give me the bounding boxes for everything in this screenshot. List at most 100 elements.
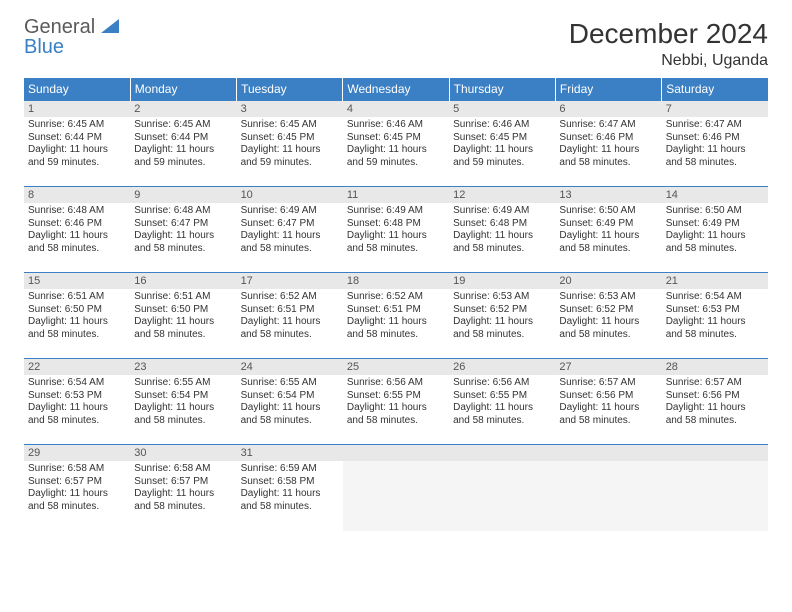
calendar-day-cell: 22Sunrise: 6:54 AMSunset: 6:53 PMDayligh… (24, 359, 130, 445)
day-info: Sunrise: 6:55 AMSunset: 6:54 PMDaylight:… (130, 375, 236, 431)
day-header: Monday (130, 78, 236, 101)
day-info: Sunrise: 6:51 AMSunset: 6:50 PMDaylight:… (24, 289, 130, 345)
day-number: 23 (130, 359, 236, 375)
calendar-week-row: 8Sunrise: 6:48 AMSunset: 6:46 PMDaylight… (24, 187, 768, 273)
day-number: 8 (24, 187, 130, 203)
day-number-empty (662, 445, 768, 461)
day-info: Sunrise: 6:58 AMSunset: 6:57 PMDaylight:… (24, 461, 130, 517)
day-number: 1 (24, 101, 130, 117)
day-header: Thursday (449, 78, 555, 101)
day-number: 3 (237, 101, 343, 117)
day-number: 7 (662, 101, 768, 117)
calendar-day-cell: 18Sunrise: 6:52 AMSunset: 6:51 PMDayligh… (343, 273, 449, 359)
day-info: Sunrise: 6:57 AMSunset: 6:56 PMDaylight:… (662, 375, 768, 431)
day-info: Sunrise: 6:59 AMSunset: 6:58 PMDaylight:… (237, 461, 343, 517)
day-info: Sunrise: 6:56 AMSunset: 6:55 PMDaylight:… (449, 375, 555, 431)
calendar-table: SundayMondayTuesdayWednesdayThursdayFrid… (24, 78, 768, 531)
location-label: Nebbi, Uganda (569, 52, 768, 70)
calendar-day-cell: 16Sunrise: 6:51 AMSunset: 6:50 PMDayligh… (130, 273, 236, 359)
calendar-day-cell: 12Sunrise: 6:49 AMSunset: 6:48 PMDayligh… (449, 187, 555, 273)
day-number: 25 (343, 359, 449, 375)
day-info: Sunrise: 6:50 AMSunset: 6:49 PMDaylight:… (555, 203, 661, 259)
day-number: 29 (24, 445, 130, 461)
day-info: Sunrise: 6:57 AMSunset: 6:56 PMDaylight:… (555, 375, 661, 431)
calendar-day-cell: 9Sunrise: 6:48 AMSunset: 6:47 PMDaylight… (130, 187, 236, 273)
day-header-row: SundayMondayTuesdayWednesdayThursdayFrid… (24, 78, 768, 101)
day-info: Sunrise: 6:54 AMSunset: 6:53 PMDaylight:… (24, 375, 130, 431)
day-number: 9 (130, 187, 236, 203)
day-number: 31 (237, 445, 343, 461)
day-info: Sunrise: 6:52 AMSunset: 6:51 PMDaylight:… (343, 289, 449, 345)
day-header: Wednesday (343, 78, 449, 101)
day-number: 19 (449, 273, 555, 289)
calendar-day-cell: 17Sunrise: 6:52 AMSunset: 6:51 PMDayligh… (237, 273, 343, 359)
calendar-day-cell: 5Sunrise: 6:46 AMSunset: 6:45 PMDaylight… (449, 101, 555, 187)
day-info: Sunrise: 6:46 AMSunset: 6:45 PMDaylight:… (449, 117, 555, 173)
calendar-day-cell: 15Sunrise: 6:51 AMSunset: 6:50 PMDayligh… (24, 273, 130, 359)
day-number: 5 (449, 101, 555, 117)
day-number-empty (449, 445, 555, 461)
day-info: Sunrise: 6:47 AMSunset: 6:46 PMDaylight:… (662, 117, 768, 173)
calendar-day-cell: 23Sunrise: 6:55 AMSunset: 6:54 PMDayligh… (130, 359, 236, 445)
day-number: 26 (449, 359, 555, 375)
calendar-day-cell: 8Sunrise: 6:48 AMSunset: 6:46 PMDaylight… (24, 187, 130, 273)
day-header: Sunday (24, 78, 130, 101)
calendar-day-cell: 28Sunrise: 6:57 AMSunset: 6:56 PMDayligh… (662, 359, 768, 445)
day-info: Sunrise: 6:50 AMSunset: 6:49 PMDaylight:… (662, 203, 768, 259)
day-info: Sunrise: 6:51 AMSunset: 6:50 PMDaylight:… (130, 289, 236, 345)
day-info: Sunrise: 6:49 AMSunset: 6:48 PMDaylight:… (343, 203, 449, 259)
logo-triangle-icon (101, 19, 119, 33)
calendar-day-cell (449, 445, 555, 531)
calendar-week-row: 29Sunrise: 6:58 AMSunset: 6:57 PMDayligh… (24, 445, 768, 531)
day-number: 4 (343, 101, 449, 117)
day-number: 27 (555, 359, 661, 375)
day-info: Sunrise: 6:49 AMSunset: 6:48 PMDaylight:… (449, 203, 555, 259)
calendar-week-row: 1Sunrise: 6:45 AMSunset: 6:44 PMDaylight… (24, 101, 768, 187)
day-number: 20 (555, 273, 661, 289)
calendar-day-cell: 20Sunrise: 6:53 AMSunset: 6:52 PMDayligh… (555, 273, 661, 359)
calendar-day-cell: 25Sunrise: 6:56 AMSunset: 6:55 PMDayligh… (343, 359, 449, 445)
day-number: 24 (237, 359, 343, 375)
calendar-day-cell: 14Sunrise: 6:50 AMSunset: 6:49 PMDayligh… (662, 187, 768, 273)
calendar-day-cell: 1Sunrise: 6:45 AMSunset: 6:44 PMDaylight… (24, 101, 130, 187)
calendar-day-cell: 4Sunrise: 6:46 AMSunset: 6:45 PMDaylight… (343, 101, 449, 187)
logo-text-block: General Blue (24, 18, 119, 58)
day-info: Sunrise: 6:52 AMSunset: 6:51 PMDaylight:… (237, 289, 343, 345)
calendar-day-cell: 26Sunrise: 6:56 AMSunset: 6:55 PMDayligh… (449, 359, 555, 445)
calendar-day-cell: 11Sunrise: 6:49 AMSunset: 6:48 PMDayligh… (343, 187, 449, 273)
calendar-day-cell: 30Sunrise: 6:58 AMSunset: 6:57 PMDayligh… (130, 445, 236, 531)
day-info: Sunrise: 6:49 AMSunset: 6:47 PMDaylight:… (237, 203, 343, 259)
day-number: 12 (449, 187, 555, 203)
day-number-empty (555, 445, 661, 461)
calendar-day-cell: 31Sunrise: 6:59 AMSunset: 6:58 PMDayligh… (237, 445, 343, 531)
day-number: 16 (130, 273, 236, 289)
calendar-day-cell: 13Sunrise: 6:50 AMSunset: 6:49 PMDayligh… (555, 187, 661, 273)
logo-word1: General (24, 16, 95, 38)
calendar-day-cell: 24Sunrise: 6:55 AMSunset: 6:54 PMDayligh… (237, 359, 343, 445)
day-header: Saturday (662, 78, 768, 101)
day-number: 18 (343, 273, 449, 289)
header: General Blue December 2024 Nebbi, Uganda (24, 18, 768, 70)
calendar-day-cell: 10Sunrise: 6:49 AMSunset: 6:47 PMDayligh… (237, 187, 343, 273)
calendar-day-cell (662, 445, 768, 531)
calendar-day-cell: 7Sunrise: 6:47 AMSunset: 6:46 PMDaylight… (662, 101, 768, 187)
day-info: Sunrise: 6:55 AMSunset: 6:54 PMDaylight:… (237, 375, 343, 431)
month-title: December 2024 (569, 18, 768, 50)
day-info: Sunrise: 6:45 AMSunset: 6:44 PMDaylight:… (24, 117, 130, 173)
calendar-week-row: 15Sunrise: 6:51 AMSunset: 6:50 PMDayligh… (24, 273, 768, 359)
day-number: 15 (24, 273, 130, 289)
day-number: 28 (662, 359, 768, 375)
calendar-day-cell: 6Sunrise: 6:47 AMSunset: 6:46 PMDaylight… (555, 101, 661, 187)
day-number: 17 (237, 273, 343, 289)
calendar-week-row: 22Sunrise: 6:54 AMSunset: 6:53 PMDayligh… (24, 359, 768, 445)
logo-word2: Blue (24, 36, 64, 58)
day-number: 2 (130, 101, 236, 117)
day-info: Sunrise: 6:46 AMSunset: 6:45 PMDaylight:… (343, 117, 449, 173)
calendar-day-cell: 3Sunrise: 6:45 AMSunset: 6:45 PMDaylight… (237, 101, 343, 187)
day-info: Sunrise: 6:54 AMSunset: 6:53 PMDaylight:… (662, 289, 768, 345)
day-number: 13 (555, 187, 661, 203)
day-header: Friday (555, 78, 661, 101)
day-number: 22 (24, 359, 130, 375)
calendar-body: 1Sunrise: 6:45 AMSunset: 6:44 PMDaylight… (24, 101, 768, 531)
day-number: 11 (343, 187, 449, 203)
